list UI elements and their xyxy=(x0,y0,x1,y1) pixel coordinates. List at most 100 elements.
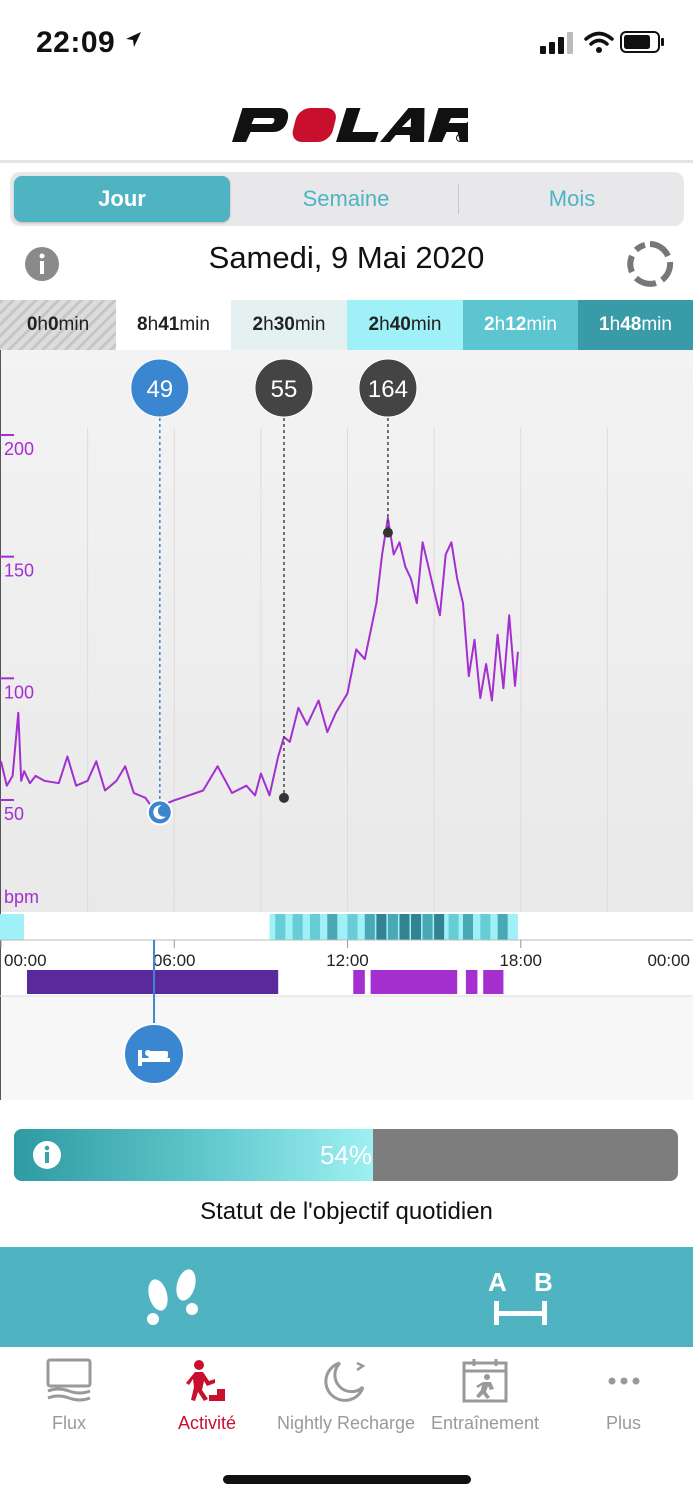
zone-strip-segment xyxy=(364,914,375,940)
zone-6-duration: 1h48min xyxy=(578,300,693,350)
heart-rate-series-line xyxy=(0,517,519,811)
tab-week[interactable]: Semaine xyxy=(302,186,390,211)
zone-strip-segment xyxy=(292,914,303,940)
activity-action-bar: A B xyxy=(0,1247,693,1347)
zone-strip-segment xyxy=(347,914,358,940)
zone-strip-segment xyxy=(376,914,387,940)
marker-value-min: 55 xyxy=(271,376,298,403)
point-b-label: B xyxy=(534,1267,553,1297)
zone-strip-segment xyxy=(327,914,338,940)
footsteps-icon[interactable] xyxy=(140,1267,206,1333)
x-tick-label: 00:00 xyxy=(647,951,690,970)
activity-segment xyxy=(370,970,458,994)
daily-goal-progress-bar[interactable]: 54% xyxy=(14,1129,678,1181)
zone-strip-segment xyxy=(480,914,491,940)
bed-icon-part xyxy=(142,1058,171,1062)
zone-5-duration: 2h12min xyxy=(463,300,578,350)
tab-nightly-recharge-label: Nightly Recharge xyxy=(276,1413,416,1433)
distance-ab-icon[interactable]: A B xyxy=(486,1265,556,1335)
zone-strip-segment xyxy=(497,914,508,940)
more-icon xyxy=(608,1377,640,1385)
marker-point xyxy=(278,792,289,803)
date-label: Samedi, 9 Mai 2020 xyxy=(208,240,485,275)
activity-segment xyxy=(483,970,504,994)
timeline-background xyxy=(0,996,693,1100)
zone-0-pattern xyxy=(0,300,116,350)
bed-icon-part xyxy=(148,1051,169,1058)
tab-flux-label: Flux xyxy=(51,1413,86,1433)
activity-segment xyxy=(26,970,279,994)
marker-point xyxy=(382,527,393,538)
tab-plus-label: Plus xyxy=(605,1413,641,1433)
x-tick-label: 12:00 xyxy=(326,951,369,970)
info-icon[interactable] xyxy=(24,246,60,282)
zone-4-duration: 2h40min xyxy=(347,300,463,350)
zone-strip-segment xyxy=(387,914,398,940)
tab-entrainement-label: Entraînement xyxy=(430,1413,540,1433)
distance-line-icon xyxy=(494,1301,547,1325)
activity-segment xyxy=(465,970,478,994)
x-tick-label: 06:00 xyxy=(153,951,196,970)
feed-icon xyxy=(46,1358,92,1402)
zone-strip-segment xyxy=(422,914,433,940)
location-arrow-icon xyxy=(126,32,141,47)
activity-segment xyxy=(353,970,365,994)
wifi-icon xyxy=(584,31,614,53)
zone-strip-segment xyxy=(399,914,410,940)
point-a-label: A xyxy=(488,1267,507,1297)
header-divider xyxy=(0,160,693,163)
tab-activite-label: Activité xyxy=(177,1413,237,1433)
y-tick-label: 100 xyxy=(4,682,34,702)
marker-value-max: 164 xyxy=(368,376,408,403)
bed-icon-part xyxy=(138,1050,143,1066)
zone-strip-segment xyxy=(434,914,445,940)
status-time: 22:09 xyxy=(36,26,116,59)
zone-strip-segment xyxy=(448,914,459,940)
x-tick-label: 18:00 xyxy=(499,951,542,970)
sync-progress-icon[interactable] xyxy=(626,240,674,288)
goal-status-label: Statut de l'objectif quotidien xyxy=(200,1198,493,1225)
heart-rate-chart[interactable]: 200 150 100 50 bpm 00:00 06:00 12:00 18:00 00:0… xyxy=(0,350,693,1100)
activity-icon xyxy=(186,1360,225,1401)
y-tick-label: 150 xyxy=(4,561,34,581)
zone-1-duration: 0h0min xyxy=(26,314,90,335)
battery-icon xyxy=(620,31,664,53)
polar-logo xyxy=(232,108,468,142)
bottom-tab-bar: Flux Activité Nightly Recharge Entraînem… xyxy=(0,1347,693,1500)
training-icon xyxy=(462,1359,508,1403)
chart-background xyxy=(0,350,693,912)
brand-header xyxy=(0,88,693,162)
y-tick-label: 50 xyxy=(4,804,24,824)
zone-strip-segment xyxy=(0,914,24,940)
y-axis-label: bpm xyxy=(4,887,39,907)
marker-bubble-resting xyxy=(130,358,190,418)
activity-timeline xyxy=(26,970,504,994)
goal-info-icon[interactable] xyxy=(32,1140,62,1170)
zone-strip-segment xyxy=(275,914,286,940)
zone-strip-segment xyxy=(411,914,422,940)
home-indicator xyxy=(223,1475,471,1484)
y-tick-label: 200 xyxy=(4,439,34,459)
zone-3-duration: 2h30min xyxy=(231,300,347,350)
moon-icon-glyph xyxy=(153,805,166,820)
marker-bubble-max xyxy=(358,358,418,418)
zone-2-duration: 8h41min xyxy=(116,300,231,350)
zone-strip-segment xyxy=(463,914,473,940)
bed-icon-part xyxy=(145,1050,152,1056)
period-segmented-control: Jour Semaine Mois xyxy=(10,172,684,226)
moon-recharge-icon xyxy=(324,1361,366,1402)
moon-icon xyxy=(146,799,173,826)
goal-percentage: 54% xyxy=(319,1140,373,1170)
zone-intensity-strip xyxy=(0,914,518,940)
marker-bubble-min xyxy=(254,358,314,418)
marker-value-resting: 49 xyxy=(146,376,173,403)
daily-goal-progress-fill xyxy=(14,1129,373,1181)
heart-rate-zones-bar: 0h0min 8h41min 2h30min 2h40min 2h12min 1… xyxy=(0,300,693,350)
tab-month[interactable]: Mois xyxy=(548,186,596,211)
tab-day[interactable]: Jour xyxy=(14,176,230,222)
x-tick-label: 00:00 xyxy=(4,951,47,970)
status-bar: 22:09 xyxy=(0,0,693,88)
chart-grid xyxy=(87,428,608,912)
cellular-signal-icon xyxy=(540,32,573,54)
zone-strip-segment xyxy=(309,914,320,940)
